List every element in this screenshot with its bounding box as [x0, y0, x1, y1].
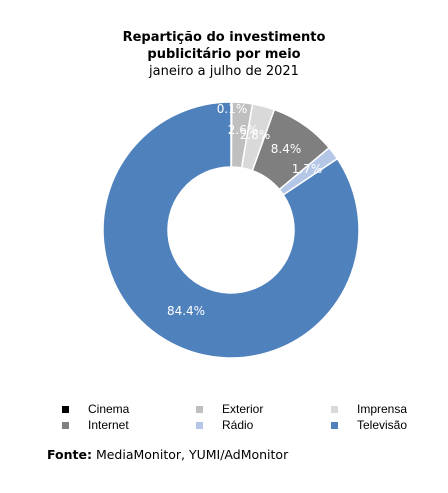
chart-title-line-2: publicitário por meio [147, 47, 301, 62]
legend-swatch [331, 421, 338, 429]
legend-item-imprensa: Imprensa [331, 402, 407, 416]
source-note: Fonte: MediaMonitor, YUMI/AdMonitor [47, 447, 288, 462]
source-label: Fonte: [47, 447, 92, 462]
legend-item-televisão: Televisão [331, 418, 407, 432]
legend-item-cinema: Cinema [62, 402, 129, 416]
legend-swatch [331, 405, 338, 413]
data-label-cinema: 0.1% [217, 102, 248, 116]
legend-label: Internet [88, 418, 129, 432]
chart-title-line-1: Repartição do investimento [122, 30, 326, 45]
legend-swatch [196, 421, 203, 429]
data-label-imprensa: 2.8% [240, 128, 271, 142]
data-label-televisão: 84.4% [167, 304, 205, 318]
slice-televisão [102, 101, 360, 359]
chart-legend: Cinema Exterior Imprensa Internet Rádio Telev… [0, 400, 448, 440]
source-text: MediaMonitor, YUMI/AdMonitor [91, 447, 289, 462]
legend-label: Exterior [222, 402, 264, 416]
legend-swatch [196, 405, 203, 413]
legend-swatch [62, 405, 69, 413]
legend-label: Imprensa [357, 402, 408, 416]
legend-swatch [62, 421, 69, 429]
data-label-exterior: 2.6% [228, 123, 259, 137]
legend-label: Rádio [222, 418, 254, 432]
chart-subtitle: janeiro a julho de 2021 [149, 64, 299, 79]
legend-item-internet: Internet [62, 418, 129, 432]
data-label-internet: 8.4% [271, 142, 302, 156]
chart-title-block: Repartição do investimento publicitário … [0, 29, 448, 80]
data-label-rádio: 1.7% [292, 162, 323, 176]
legend-item-exterior: Exterior [196, 402, 263, 416]
donut-chart: 0.1% 2.6%2.8%8.4% 1.7% 84.4% [102, 101, 360, 359]
legend-label: Cinema [88, 402, 130, 416]
legend-item-rádio: Rádio [196, 418, 253, 432]
legend-label: Televisão [357, 418, 408, 432]
